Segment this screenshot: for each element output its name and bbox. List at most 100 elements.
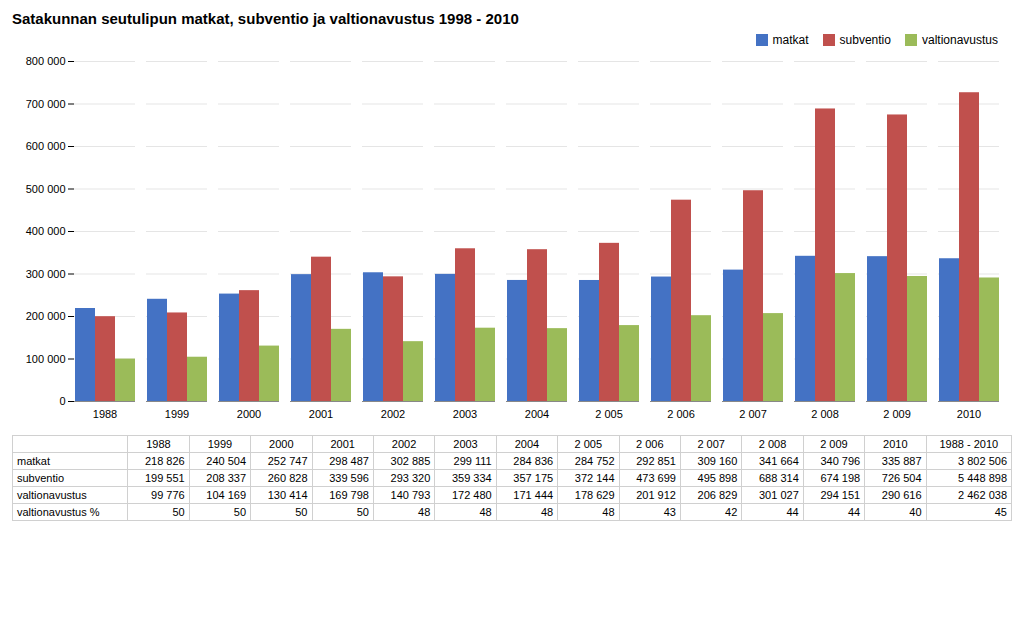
- html-text:50: 50: [295, 506, 308, 518]
- html-text:293 320: 293 320: [390, 472, 431, 484]
- html-text:240 504: 240 504: [206, 455, 247, 467]
- html-text:199 551: 199 551: [144, 472, 185, 484]
- svg-text:2 008: 2 008: [811, 408, 839, 420]
- html-text:2 007: 2 007: [697, 438, 725, 450]
- svg-text:400 000: 400 000: [26, 225, 66, 237]
- html-text:1988 - 2010: 1988 - 2010: [939, 438, 999, 450]
- svg-text:200 000: 200 000: [26, 310, 66, 322]
- html-text:48: 48: [479, 506, 492, 518]
- html-text:357 175: 357 175: [513, 472, 554, 484]
- html-text:3 802 506: 3 802 506: [958, 455, 1007, 467]
- html-text:169 798: 169 798: [329, 489, 369, 501]
- svg-text:2 007: 2 007: [739, 408, 767, 420]
- html-text:48: 48: [540, 506, 554, 518]
- html-text:2002: 2002: [391, 438, 417, 450]
- html-text:matkat: matkat: [772, 33, 809, 47]
- html-text:48: 48: [602, 506, 615, 518]
- svg-text:100 000: 100 000: [26, 353, 66, 365]
- svg-text:2 006: 2 006: [667, 408, 695, 420]
- html-text:Satakunnan seutulipun matkat,: Satakunnan seutulipun matkat, subventio …: [12, 10, 519, 27]
- html-text:1988: 1988: [146, 438, 171, 450]
- html-text:50: 50: [172, 506, 185, 518]
- html-text:2 008: 2 008: [758, 438, 787, 450]
- html-text:340 796: 340 796: [820, 455, 861, 467]
- html-text:130 414: 130 414: [267, 489, 308, 501]
- svg-text:800 000: 800 000: [26, 55, 66, 67]
- html-text:2003: 2003: [453, 438, 478, 450]
- svg-text:700 000: 700 000: [26, 98, 66, 110]
- html-text:171 444: 171 444: [513, 489, 554, 501]
- html-text:298 487: 298 487: [329, 455, 369, 467]
- html-text:284 836: 284 836: [513, 455, 554, 467]
- html-text:40: 40: [909, 506, 922, 518]
- svg-text:2003: 2003: [453, 408, 477, 420]
- svg-text:2002: 2002: [381, 408, 405, 420]
- html-text:valtionavustus: valtionavustus: [17, 489, 87, 501]
- svg-text:2010: 2010: [957, 408, 981, 420]
- html-text:43: 43: [663, 506, 676, 518]
- html-text:2001: 2001: [330, 438, 355, 450]
- svg-text:2004: 2004: [525, 408, 549, 420]
- html-text:2000: 2000: [269, 438, 294, 450]
- svg-text:300 000: 300 000: [26, 268, 66, 280]
- html-text:1999: 1999: [207, 438, 233, 450]
- html-text:301 027: 301 027: [759, 489, 799, 501]
- html-text:2010: 2010: [883, 438, 908, 450]
- html-text:50: 50: [233, 506, 247, 518]
- html-text:260 828: 260 828: [267, 472, 308, 484]
- html-text:valtionavustus: valtionavustus: [922, 33, 998, 47]
- svg-text:2000: 2000: [237, 408, 261, 420]
- html-text:2004: 2004: [514, 438, 540, 450]
- html-text:2 006: 2 006: [636, 438, 664, 450]
- html-text:178 629: 178 629: [574, 489, 615, 501]
- html-text:44: 44: [786, 506, 799, 518]
- html-text:208 337: 208 337: [206, 472, 247, 484]
- html-text:140 793: 140 793: [390, 489, 431, 501]
- html-text:subventio: subventio: [17, 472, 65, 484]
- html-text:201 912: 201 912: [636, 489, 676, 501]
- html-text:5 448 898: 5 448 898: [958, 472, 1007, 484]
- html-text:372 144: 372 144: [574, 472, 615, 484]
- html-text:2 009: 2 009: [820, 438, 848, 450]
- html-text:218 826: 218 826: [144, 455, 185, 467]
- svg-text:500 000: 500 000: [26, 183, 66, 195]
- html-text:359 334: 359 334: [452, 472, 492, 484]
- html-text:45: 45: [994, 506, 1007, 518]
- html-text:290 616: 290 616: [881, 489, 922, 501]
- svg-text:2001: 2001: [309, 408, 333, 420]
- html-text:292 851: 292 851: [636, 455, 676, 467]
- html-text:341 664: 341 664: [759, 455, 799, 467]
- html-text:252 747: 252 747: [267, 455, 308, 467]
- html-text:99 776: 99 776: [151, 489, 185, 501]
- svg-text:1988: 1988: [93, 408, 117, 420]
- svg-text:2 009: 2 009: [883, 408, 911, 420]
- html-text:473 699: 473 699: [636, 472, 676, 484]
- html-text:726 504: 726 504: [881, 472, 922, 484]
- html-text:495 898: 495 898: [697, 472, 738, 484]
- html-text:2 005: 2 005: [574, 438, 603, 450]
- html-text:2 462 038: 2 462 038: [958, 489, 1007, 501]
- html-text:302 885: 302 885: [390, 455, 431, 467]
- svg-text:1999: 1999: [165, 408, 189, 420]
- html-text:matkat: matkat: [17, 455, 50, 467]
- html-text:688 314: 688 314: [759, 472, 799, 484]
- html-text:44: 44: [847, 506, 861, 518]
- svg-text:0: 0: [59, 395, 65, 407]
- html-text:42: 42: [725, 506, 738, 518]
- html-text:335 887: 335 887: [881, 455, 922, 467]
- html-text:674 198: 674 198: [820, 472, 861, 484]
- html-text:206 829: 206 829: [697, 489, 738, 501]
- html-text:104 169: 104 169: [206, 489, 247, 501]
- html-text:subventio: subventio: [839, 33, 891, 47]
- html-text:339 596: 339 596: [329, 472, 369, 484]
- html-text:299 111: 299 111: [453, 455, 492, 467]
- html-text:valtionavustus %: valtionavustus %: [17, 506, 100, 518]
- html-text:294 151: 294 151: [820, 489, 861, 501]
- html-text:309 160: 309 160: [697, 455, 738, 467]
- svg-text:2 005: 2 005: [595, 408, 623, 420]
- html-text:48: 48: [418, 506, 431, 518]
- html-text:172 480: 172 480: [452, 489, 492, 501]
- html-text:50: 50: [356, 506, 369, 518]
- html-text:284 752: 284 752: [574, 455, 615, 467]
- svg-text:600 000: 600 000: [26, 140, 66, 152]
